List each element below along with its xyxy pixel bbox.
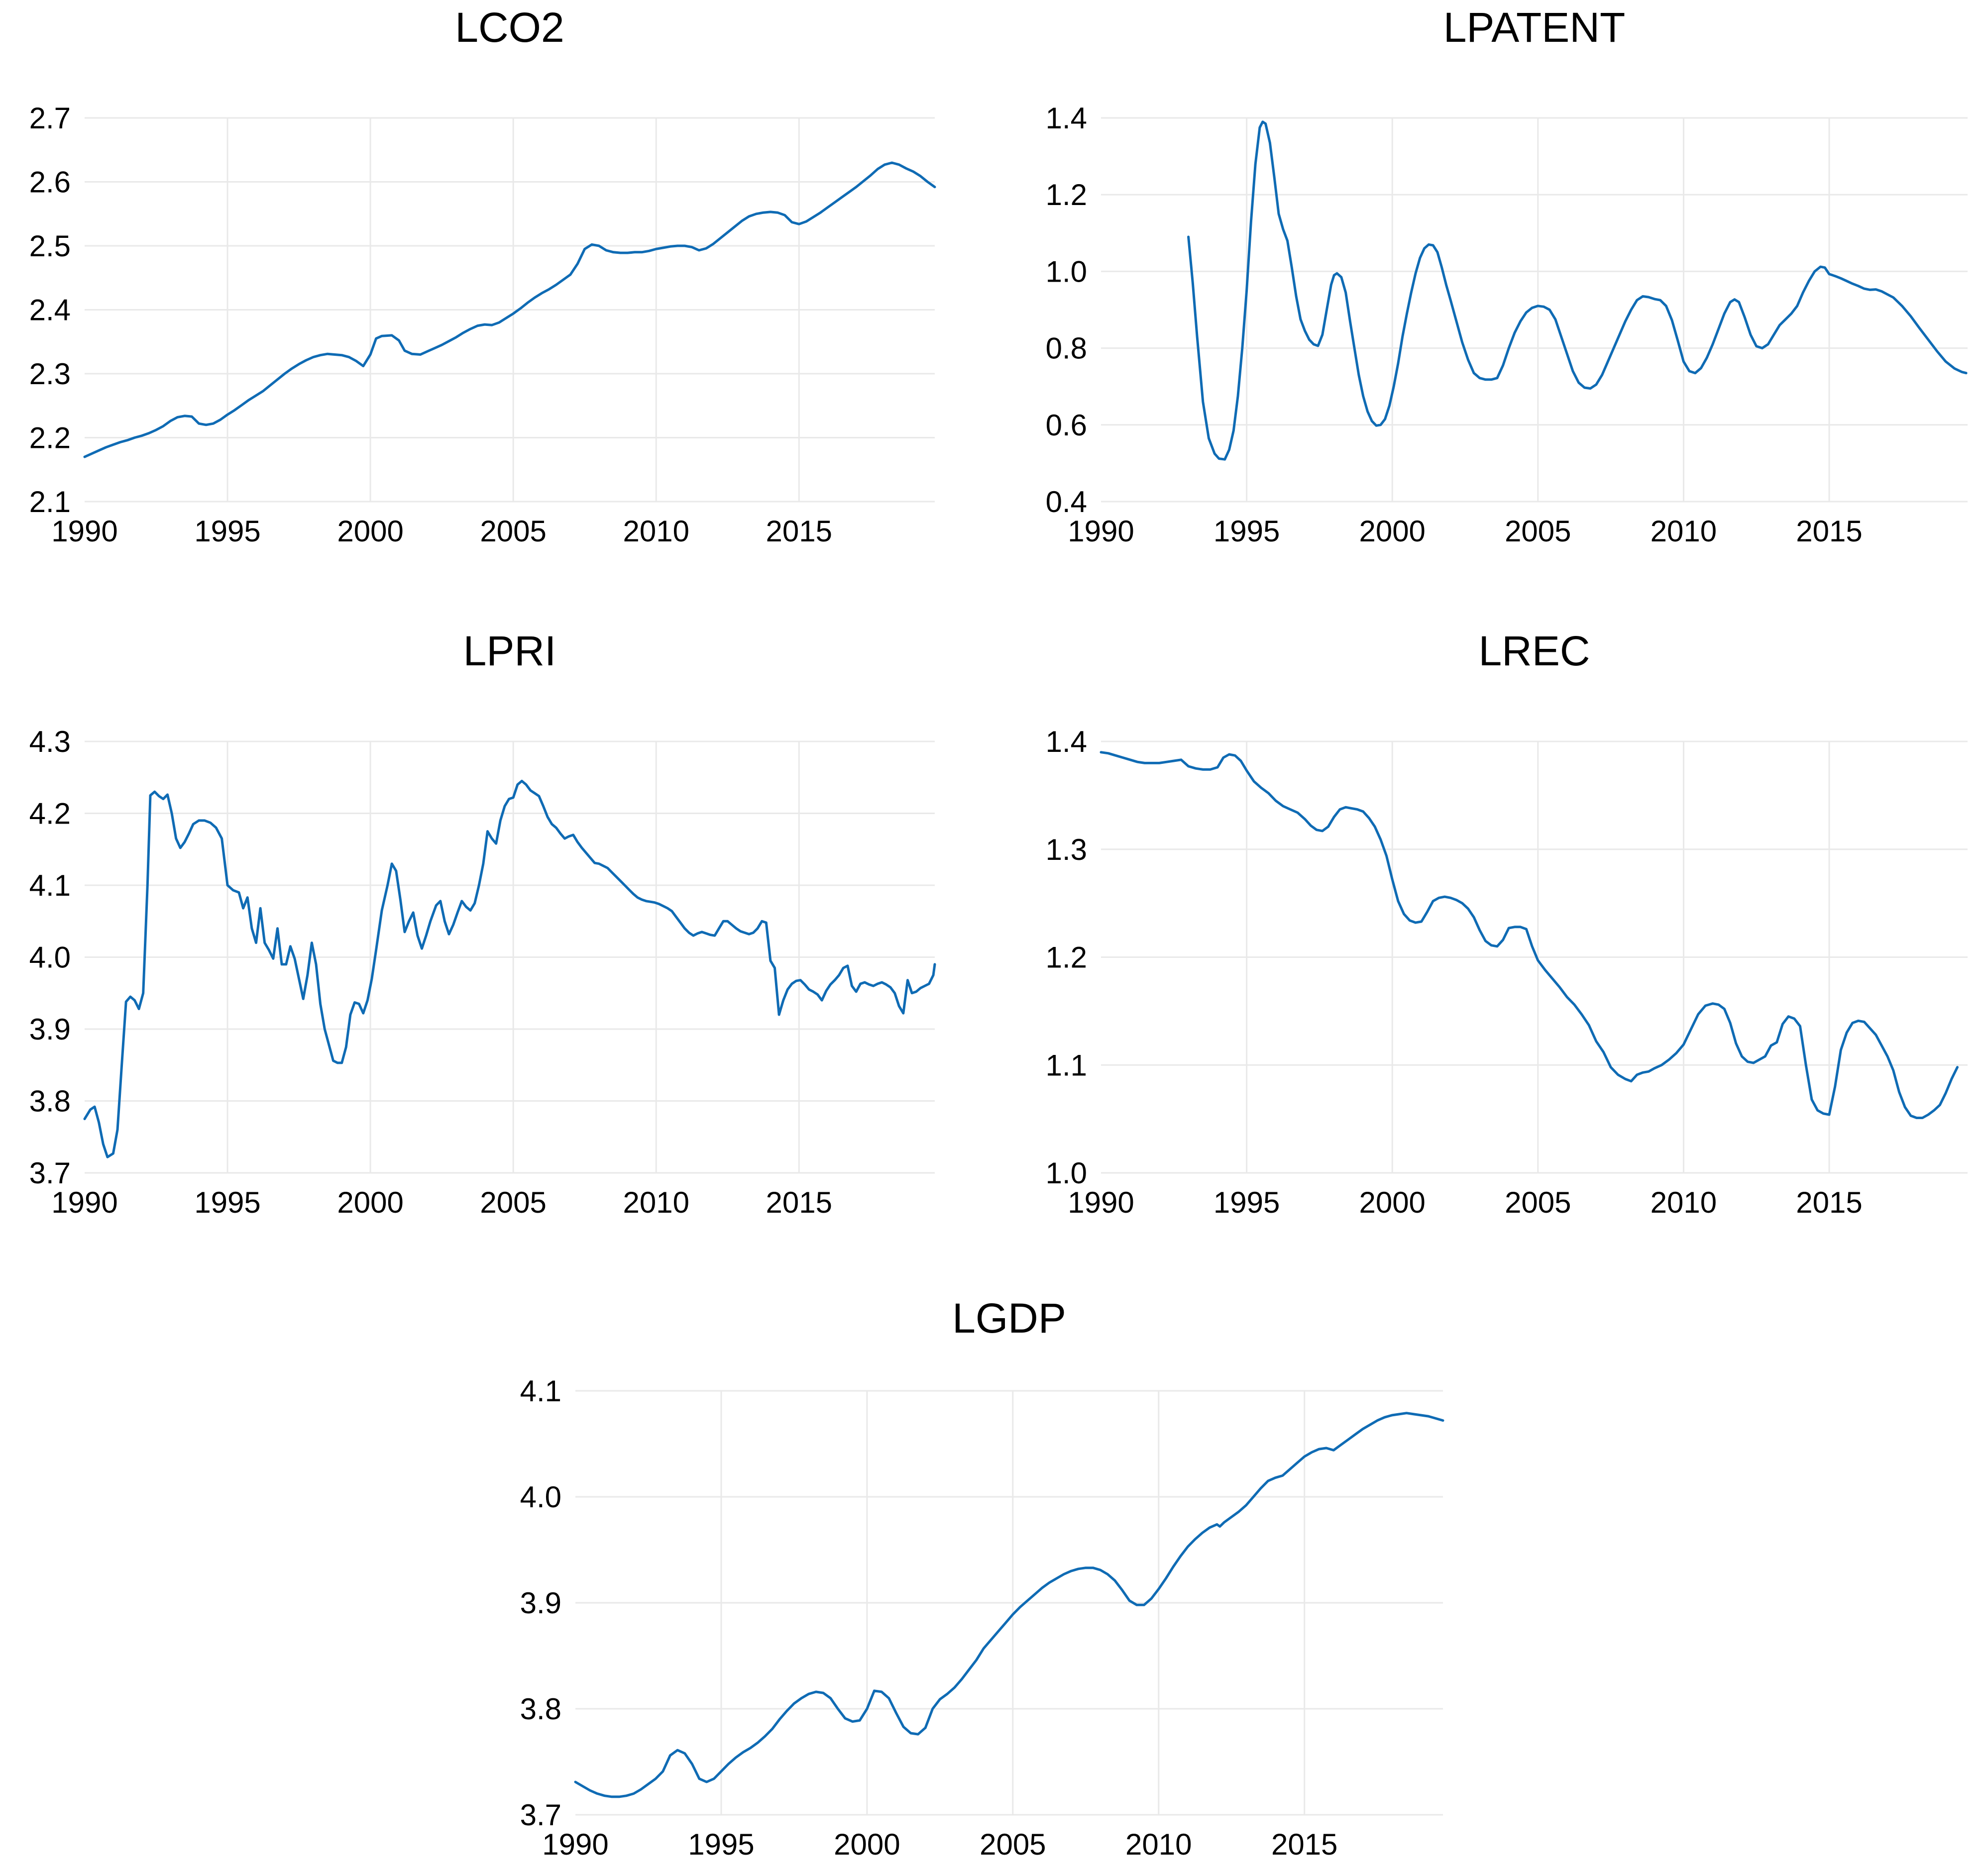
x-tick-label: 1990 (51, 515, 117, 548)
chart-lgdp: LGDP 3.7 3.8 3.9 4.0 4.1 1990 1995 2000 2005 2010… (520, 1295, 1444, 1861)
y-tick-label: 4.1 (520, 1374, 561, 1408)
y-tick-label: 2.7 (29, 102, 71, 135)
chart-lpatent: LPATENT 0.4 0.6 0.8 1.0 1.2 1.4 1990 1995 2000 20… (1046, 4, 1968, 548)
y-tick-label: 1.2 (1046, 178, 1087, 211)
x-tick-label: 1990 (51, 1186, 117, 1219)
x-tick-label: 2015 (1271, 1828, 1337, 1861)
series-lgdp (574, 1412, 1444, 1798)
y-tick-label: 3.8 (520, 1692, 561, 1726)
x-tick-label: 1995 (194, 515, 260, 548)
x-tick-label: 2005 (480, 515, 546, 548)
chart-lco2: LCO2 2.1 2.2 2.3 2.4 2.5 2.6 2.7 1990 1995 2000 20… (29, 4, 936, 548)
y-tick-label: 1.4 (1046, 102, 1087, 135)
x-tick-label: 2015 (766, 515, 832, 548)
y-tick-label: 2.4 (29, 294, 71, 327)
y-tick-label: 1.0 (1046, 255, 1087, 288)
x-tick-label: 2015 (766, 1186, 832, 1219)
y-tick-label: 2.1 (29, 485, 71, 519)
y-tick-label: 2.5 (29, 229, 71, 263)
y-tick-label: 0.8 (1046, 332, 1087, 365)
y-tick-label: 3.7 (520, 1798, 561, 1832)
x-tick-label: 2010 (1651, 515, 1717, 548)
y-tick-label: 1.3 (1046, 833, 1087, 866)
x-tick-label: 1990 (1068, 515, 1134, 548)
x-tick-label: 2010 (1651, 1186, 1717, 1219)
y-tick-label: 4.0 (29, 941, 71, 974)
x-tick-label: 2010 (623, 515, 689, 548)
y-tick-label: 3.8 (29, 1085, 71, 1118)
series-lpri (83, 780, 936, 1158)
plot-lco2: 2.1 2.2 2.3 2.4 2.5 2.6 2.7 1990 1995 2000 2005 201… (29, 102, 936, 548)
x-tick-label: 1995 (1213, 515, 1280, 548)
y-tick-label: 2.2 (29, 421, 71, 455)
x-tick-label: 2000 (1359, 515, 1425, 548)
chart-title-lrec: LREC (1478, 627, 1590, 674)
x-tick-label: 1990 (1068, 1186, 1134, 1219)
y-tick-label: 4.0 (520, 1480, 561, 1514)
plot-lpri: 3.7 3.8 3.9 4.0 4.1 4.2 4.3 1990 1995 2000 2005 201… (29, 725, 936, 1219)
x-tick-label: 2005 (480, 1186, 546, 1219)
series-lco2 (83, 161, 936, 458)
y-tick-label: 1.1 (1046, 1048, 1087, 1082)
x-tick-label: 2010 (1125, 1828, 1192, 1861)
y-tick-label: 1.0 (1046, 1156, 1087, 1190)
x-tick-label: 2005 (980, 1828, 1046, 1861)
y-tick-label: 3.7 (29, 1156, 71, 1190)
chart-title-lpatent: LPATENT (1443, 4, 1626, 51)
x-tick-label: 1995 (194, 1186, 260, 1219)
x-tick-label: 2010 (623, 1186, 689, 1219)
x-tick-label: 2005 (1505, 515, 1571, 548)
x-tick-label: 1995 (688, 1828, 754, 1861)
x-tick-label: 1990 (542, 1828, 608, 1861)
y-tick-label: 4.1 (29, 869, 71, 902)
x-tick-label: 2015 (1796, 1186, 1862, 1219)
series-lpatent (1187, 120, 1968, 461)
plot-lrec: 1.0 1.1 1.2 1.3 1.4 1990 1995 2000 2005 2010 2015 (1046, 725, 1968, 1219)
y-tick-label: 0.4 (1046, 485, 1087, 519)
chart-title-lco2: LCO2 (455, 4, 564, 51)
plot-lgdp: 3.7 3.8 3.9 4.0 4.1 1990 1995 2000 2005 2010 2015 (520, 1374, 1444, 1861)
x-tick-label: 2000 (337, 515, 403, 548)
x-tick-label: 2000 (834, 1828, 900, 1861)
chart-lrec: LREC 1.0 1.1 1.2 1.3 1.4 1990 1995 2000 2005 2010… (1046, 627, 1968, 1219)
y-tick-label: 1.2 (1046, 941, 1087, 974)
y-tick-label: 1.4 (1046, 725, 1087, 758)
chart-title-lpri: LPRI (463, 627, 556, 674)
x-tick-label: 2005 (1505, 1186, 1571, 1219)
y-tick-label: 3.9 (520, 1586, 561, 1620)
y-tick-label: 2.3 (29, 357, 71, 391)
y-tick-label: 3.9 (29, 1013, 71, 1046)
y-tick-label: 2.6 (29, 166, 71, 199)
y-tick-label: 0.6 (1046, 409, 1087, 442)
x-tick-label: 2000 (337, 1186, 403, 1219)
y-tick-label: 4.3 (29, 725, 71, 758)
x-tick-label: 1995 (1213, 1186, 1280, 1219)
chart-title-lgdp: LGDP (952, 1295, 1066, 1342)
series-lrec (1100, 751, 1959, 1119)
chart-lpri: LPRI 3.7 3.8 3.9 4.0 4.1 4.2 4.3 1990 1995 2000 20… (29, 627, 936, 1219)
x-tick-label: 2015 (1796, 515, 1862, 548)
plot-lpatent: 0.4 0.6 0.8 1.0 1.2 1.4 1990 1995 2000 2005 2010 20… (1046, 102, 1968, 548)
y-tick-label: 4.2 (29, 797, 71, 831)
x-tick-label: 2000 (1359, 1186, 1425, 1219)
